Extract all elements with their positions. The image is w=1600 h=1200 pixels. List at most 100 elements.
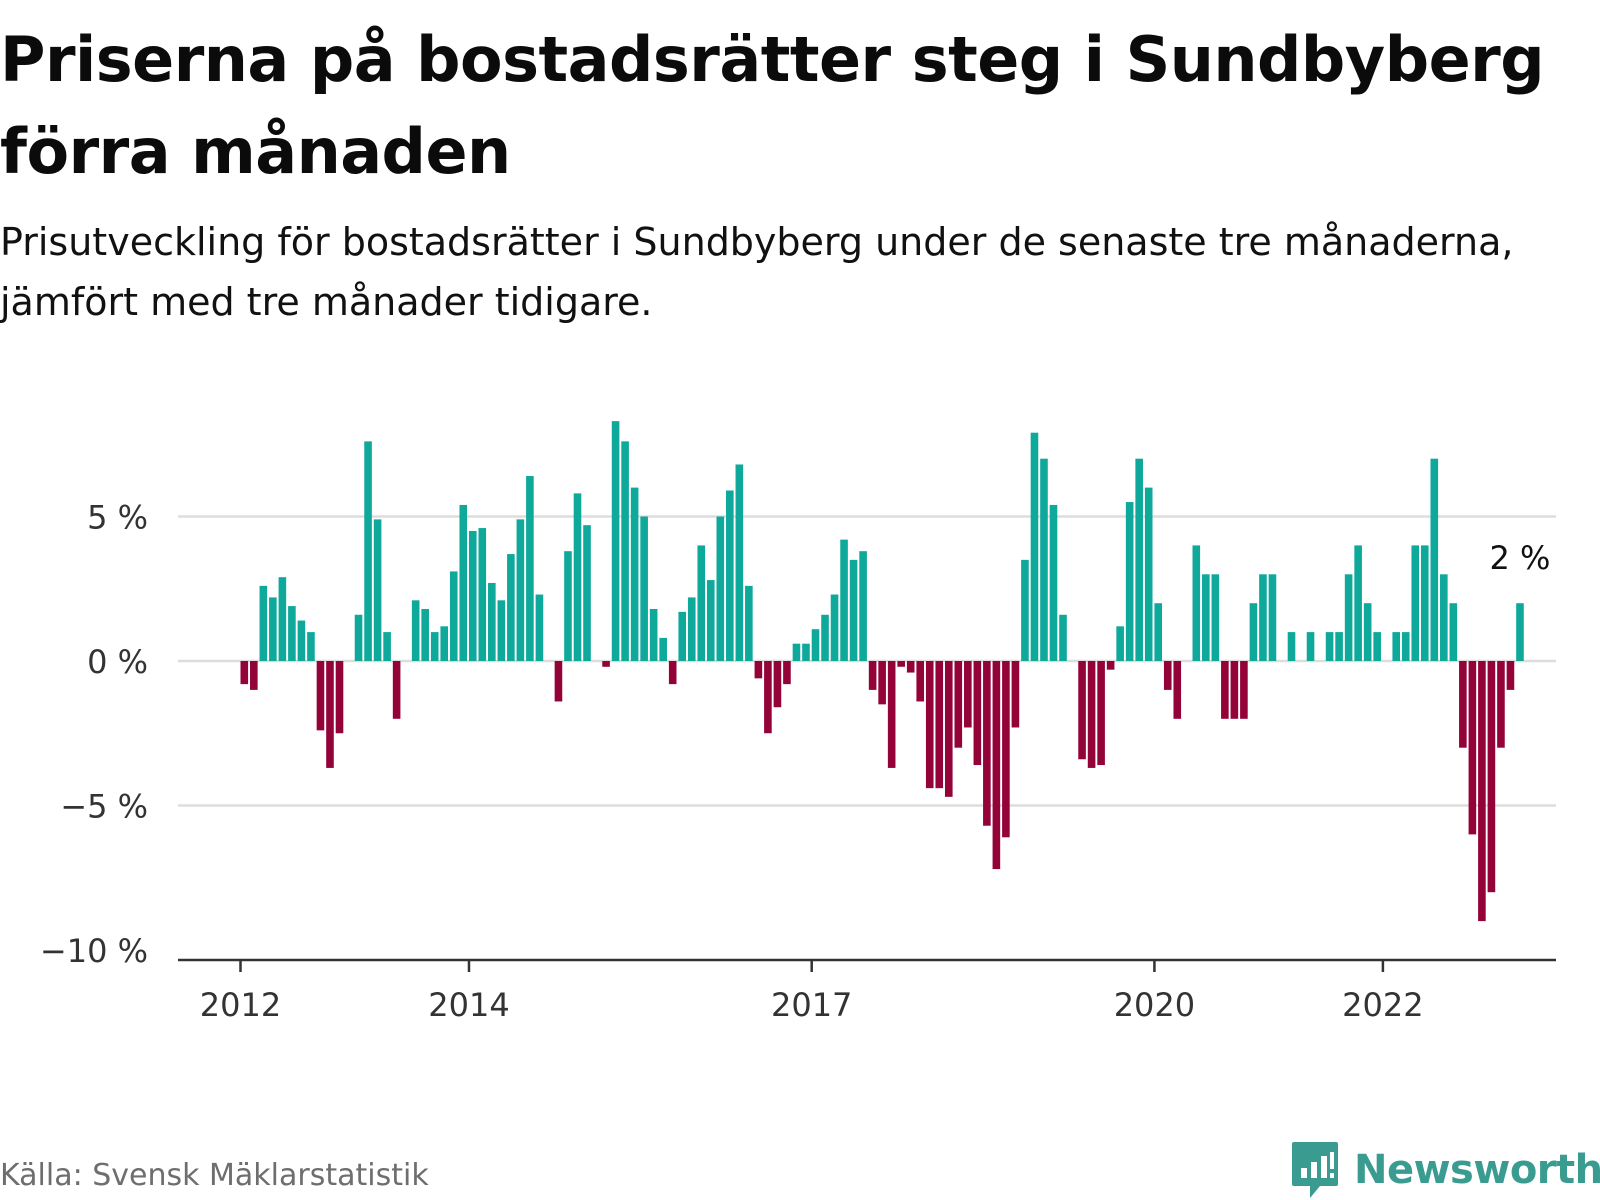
bar <box>564 551 572 661</box>
x-tick-label: 2012 <box>200 986 281 1024</box>
bar <box>1420 545 1429 661</box>
bar <box>1002 661 1010 838</box>
bar <box>507 554 515 661</box>
bar <box>1144 487 1153 661</box>
bar <box>602 661 610 667</box>
bar <box>1211 574 1220 661</box>
bar <box>1173 661 1182 719</box>
bar <box>849 559 858 661</box>
bar <box>992 661 1001 870</box>
bar <box>783 661 791 685</box>
bar <box>1116 626 1124 661</box>
bar <box>764 661 772 734</box>
bars <box>240 421 1524 922</box>
bar <box>573 493 582 661</box>
bar <box>1306 632 1315 661</box>
bar <box>973 661 982 766</box>
bar <box>906 661 915 673</box>
bar <box>497 600 506 661</box>
bar <box>1468 661 1477 835</box>
bar <box>1373 632 1381 661</box>
bar <box>1449 603 1458 661</box>
bar <box>421 608 429 661</box>
bar <box>1230 661 1239 719</box>
bar <box>478 528 487 661</box>
bar <box>954 661 963 748</box>
newsworthy-logo: Newsworthy <box>1290 1140 1600 1200</box>
bar <box>1354 545 1362 661</box>
bar <box>430 632 439 661</box>
bar <box>706 580 715 661</box>
bar <box>307 632 315 661</box>
bar <box>297 620 306 661</box>
y-tick-label: 5 % <box>87 499 148 537</box>
bar <box>687 597 696 661</box>
bar <box>354 614 363 661</box>
bar <box>1163 661 1172 690</box>
bar <box>1192 545 1201 661</box>
brand-name: Newsworthy <box>1354 1147 1600 1193</box>
bar <box>526 476 534 661</box>
bar <box>916 661 925 702</box>
bar <box>1259 574 1267 661</box>
bar <box>1021 559 1029 661</box>
x-tick-label: 2017 <box>771 986 852 1024</box>
bar <box>383 632 391 661</box>
bar <box>1459 661 1467 748</box>
bar <box>1363 603 1372 661</box>
bar <box>925 661 934 789</box>
bar <box>1325 632 1334 661</box>
bar <box>535 594 544 661</box>
bar <box>668 661 677 685</box>
bar <box>1344 574 1353 661</box>
bar <box>1202 574 1210 661</box>
bar <box>240 661 249 685</box>
bar <box>373 519 382 661</box>
bar <box>944 661 953 797</box>
bar <box>1154 603 1163 661</box>
bar <box>1097 661 1105 766</box>
bar <box>621 441 629 661</box>
last-value-annotation: 2 % <box>1490 539 1551 577</box>
chart-title: Priserna på bostadsrätter steg i Sundbyb… <box>0 23 1545 188</box>
bar <box>611 421 620 661</box>
bar <box>1240 661 1248 719</box>
bar <box>1106 661 1115 670</box>
bar <box>887 661 896 768</box>
bar <box>983 661 991 826</box>
bar <box>830 594 839 661</box>
bar <box>716 516 725 661</box>
bar <box>811 629 820 661</box>
bar <box>1440 574 1448 661</box>
bar <box>583 525 591 661</box>
bar <box>792 643 801 661</box>
bar <box>554 661 563 702</box>
bar <box>1049 504 1058 661</box>
bar <box>659 637 667 661</box>
bar <box>1268 574 1277 661</box>
bar <box>1030 432 1039 661</box>
newsworthy-logo-icon <box>1292 1142 1338 1198</box>
bar <box>1249 603 1258 661</box>
y-tick-label: −5 % <box>60 788 148 826</box>
bar <box>288 606 296 661</box>
chart-subtitle: Prisutveckling för bostadsrätter i Sundb… <box>0 220 1514 324</box>
bar <box>440 626 449 661</box>
bar <box>649 608 658 661</box>
bar <box>259 585 268 661</box>
bar <box>488 582 496 661</box>
y-tick-label: −10 % <box>40 932 148 970</box>
bar <box>964 661 972 728</box>
bar <box>1287 632 1296 661</box>
bar <box>1335 632 1343 661</box>
bar <box>459 504 468 661</box>
bar <box>868 661 877 690</box>
bar <box>1087 661 1096 768</box>
bar <box>745 585 753 661</box>
bar <box>1059 614 1067 661</box>
bar <box>316 661 325 731</box>
bar <box>821 614 829 661</box>
bar <box>754 661 763 679</box>
bar <box>250 661 258 690</box>
bar <box>878 661 886 705</box>
